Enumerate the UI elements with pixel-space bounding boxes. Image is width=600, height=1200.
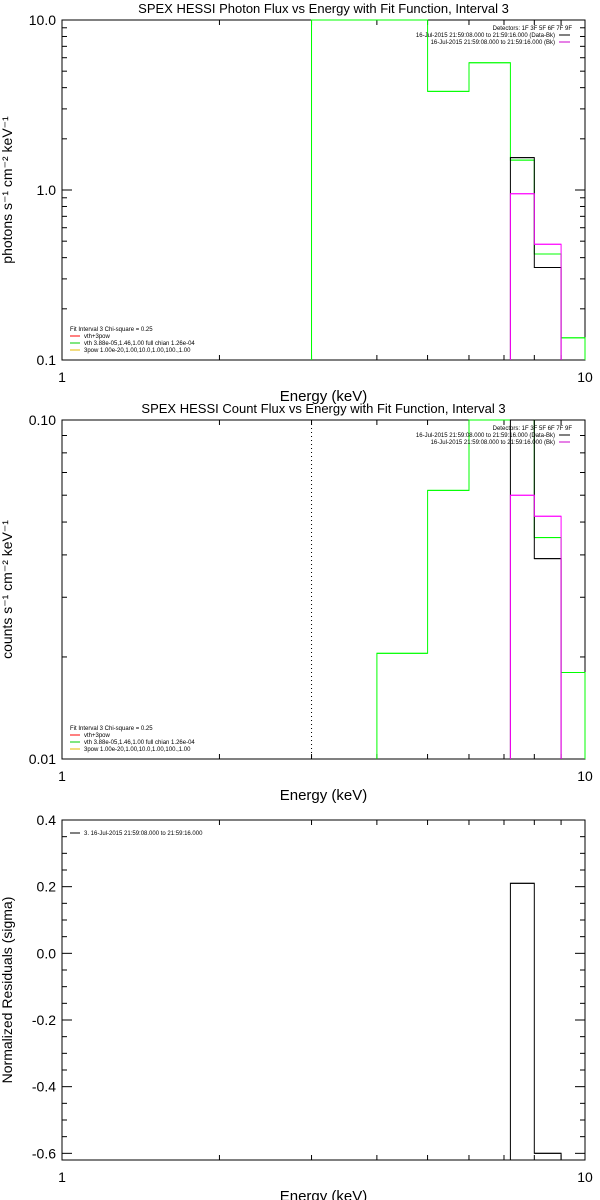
legend-header: Detectors: 1F 3F 5F 6F 7F 9F xyxy=(493,426,573,432)
legend-detectors: Detectors: 1F 3F 5F 6F 7F 9F16-Jul-2015 … xyxy=(416,426,572,446)
legend-entry: 16-Jul-2015 21:59:08.000 to 21:59:16.000… xyxy=(416,433,555,439)
legend-header: Fit Interval 3 Chi-square = 0.25 xyxy=(70,726,153,732)
legend-fit: 3. 16-Jul-2015 21:59:08.000 to 21:59:16.… xyxy=(70,831,203,837)
chart-title: SPEX HESSI Count Flux vs Energy with Fit… xyxy=(141,401,505,416)
step-series-line xyxy=(509,193,562,360)
legend-entry: vth+3pow xyxy=(84,733,111,739)
chart-title: SPEX HESSI Photon Flux vs Energy with Fi… xyxy=(138,1,509,16)
y-axis-label: Normalized Residuals (sigma) xyxy=(0,897,15,1084)
x-tick-label: 10 xyxy=(577,1169,593,1185)
y-axis-label: photons s⁻¹ cm⁻² keV⁻¹ xyxy=(0,116,15,264)
legend-entry: vth 3.88e-05,1.46,1.00 full chian 1.26e-… xyxy=(84,341,195,347)
legend-entry: 16-Jul-2015 21:59:08.000 to 21:59:16.000… xyxy=(416,33,555,39)
legend-entry: 3pow 1.00e-20,1.00,10.0,1.00,100.,1.00 xyxy=(84,747,191,753)
chart-panel-3: 1 10 0.4 0.2 0.0 -0.2 -0.4 -0.6 Energy (keV) Norm… xyxy=(0,812,593,1200)
legend-fit: Fit Interval 3 Chi-square = 0.25vth+3pow… xyxy=(70,726,195,753)
legend-detectors: Detectors: 1F 3F 5F 6F 7F 9F16-Jul-2015 … xyxy=(416,26,572,46)
step-series-line xyxy=(509,882,562,1160)
series-1 xyxy=(376,419,586,759)
x-tick-label: 1 xyxy=(58,768,66,784)
y-tick-label: 0.2 xyxy=(37,879,57,895)
step-series-line xyxy=(376,419,586,759)
legend-fit: Fit Interval 3 Chi-square = 0.25vth+3pow… xyxy=(70,327,195,354)
step-series-line xyxy=(509,419,562,759)
y-tick-label: 0.1 xyxy=(37,352,57,368)
y-tick-label: -0.4 xyxy=(32,1079,56,1095)
series-2 xyxy=(509,157,562,360)
x-tick-label: 1 xyxy=(58,1169,66,1185)
y-tick-label: -0.2 xyxy=(32,1012,56,1028)
legend-entry: 16-Jul-2015 21:59:08.000 to 21:59:16.000… xyxy=(431,440,555,446)
series-3 xyxy=(509,494,562,759)
y-tick-label: -0.6 xyxy=(32,1145,56,1161)
legend-header: Fit Interval 3 Chi-square = 0.25 xyxy=(70,327,153,333)
plot-frame xyxy=(61,819,586,1161)
plot-frame xyxy=(61,419,586,760)
legend-header: Detectors: 1F 3F 5F 6F 7F 9F xyxy=(493,26,573,32)
y-tick-label: 0.4 xyxy=(37,812,57,828)
x-axis-label: Energy (keV) xyxy=(280,388,368,405)
plot-frame xyxy=(61,19,586,361)
x-tick-label: 10 xyxy=(577,768,593,784)
y-tick-label: 1.0 xyxy=(37,182,57,198)
step-series-line xyxy=(311,19,586,360)
legend-entry: vth 3.88e-05,1.46,1.00 full chian 1.26e-… xyxy=(84,740,195,746)
series-3 xyxy=(509,193,562,360)
x-tick-label: 10 xyxy=(577,369,593,385)
x-tick-label: 1 xyxy=(58,369,66,385)
step-series-line xyxy=(509,494,562,759)
series-1 xyxy=(311,19,586,360)
y-tick-label: 0.0 xyxy=(37,945,57,961)
x-axis-label: Energy (keV) xyxy=(280,1188,368,1200)
y-tick-label: 0.10 xyxy=(29,412,56,428)
chart-panel-2: SPEX HESSI Count Flux vs Energy with Fit… xyxy=(0,401,593,804)
legend-entry: 3. 16-Jul-2015 21:59:08.000 to 21:59:16.… xyxy=(84,831,203,837)
x-axis-label: Energy (keV) xyxy=(280,787,368,804)
legend-entry: 3pow 1.00e-20,1.00,10.0,1.00,100.,1.00 xyxy=(84,348,191,354)
chart-panel-1: SPEX HESSI Photon Flux vs Energy with Fi… xyxy=(0,1,593,405)
legend-entry: vth+3pow xyxy=(84,334,111,340)
step-series-line xyxy=(509,157,562,360)
series-2 xyxy=(509,419,562,759)
y-axis-label: counts s⁻¹ cm⁻² keV⁻¹ xyxy=(0,520,15,659)
y-tick-label: 0.01 xyxy=(29,751,56,767)
series-1 xyxy=(509,882,562,1160)
legend-entry: 16-Jul-2015 21:59:08.000 to 21:59:16.000… xyxy=(431,40,555,46)
y-tick-label: 10.0 xyxy=(29,12,56,28)
